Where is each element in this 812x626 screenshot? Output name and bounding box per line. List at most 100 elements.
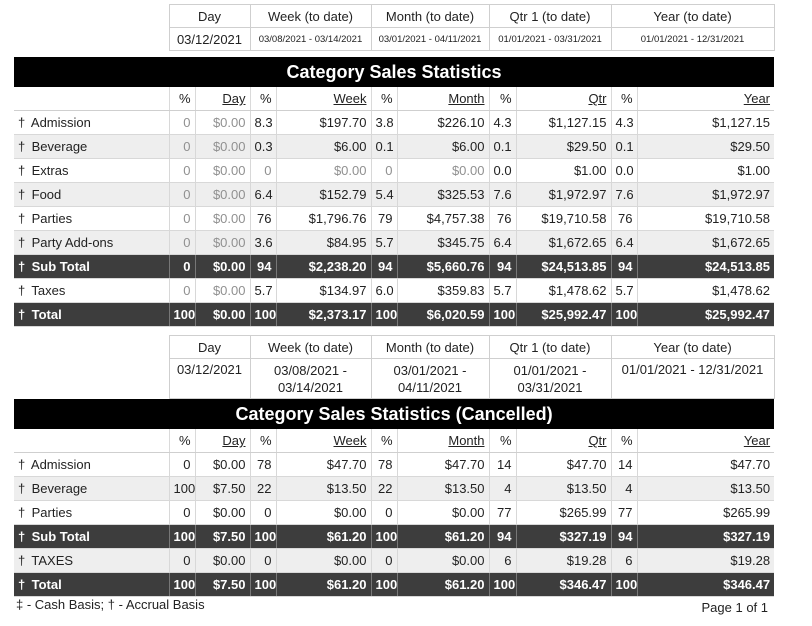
row-label: † Taxes bbox=[14, 278, 169, 303]
pct-cell: 94 bbox=[249, 254, 276, 279]
section1-rows: † Admission 0 $0.00 8.3 $197.70 3.8 $226.10 4.3… bbox=[14, 110, 775, 327]
col-month[interactable]: Month bbox=[396, 87, 489, 111]
pct-cell: 6.4 bbox=[249, 182, 276, 207]
period-quarter: Qtr 1 (to date) bbox=[488, 4, 612, 28]
accrual-basis-mark: † bbox=[18, 259, 26, 274]
col-year[interactable]: Year bbox=[636, 87, 775, 111]
pct-cell: 78 bbox=[249, 452, 276, 477]
row-label: † Parties bbox=[14, 206, 169, 231]
pct-cell: 0 bbox=[168, 206, 195, 231]
category-name: Beverage bbox=[31, 139, 88, 154]
category-name: Parties bbox=[31, 211, 73, 226]
amount-cell: $19.28 bbox=[515, 548, 611, 573]
table-row: † Parties 0 $0.00 76 $1,796.76 79 $4,757.38 76 $… bbox=[14, 206, 775, 231]
accrual-basis-mark: † bbox=[18, 307, 26, 322]
col-qtr-pct: % bbox=[488, 87, 516, 111]
pct-cell: 14 bbox=[610, 452, 637, 477]
amount-cell: $1,672.65 bbox=[515, 230, 611, 255]
amount-cell: $265.99 bbox=[515, 500, 611, 525]
amount-cell: $47.70 bbox=[515, 452, 611, 477]
pct-cell: 100 bbox=[370, 524, 397, 549]
amount-cell: $2,238.20 bbox=[275, 254, 371, 279]
pct-cell: 0 bbox=[249, 158, 276, 183]
col-year-pct: % bbox=[610, 87, 637, 111]
date-week: 03/08/2021 - 03/14/2021 bbox=[249, 27, 372, 51]
amount-cell: $7.50 bbox=[194, 476, 250, 501]
col-month-pct-2: % bbox=[370, 429, 397, 453]
amount-cell: $13.50 bbox=[396, 476, 489, 501]
col-qtr-2[interactable]: Qtr bbox=[515, 429, 611, 453]
pct-cell: 0 bbox=[168, 230, 195, 255]
amount-cell: $61.20 bbox=[275, 572, 371, 597]
amount-cell: $0.00 bbox=[194, 134, 250, 159]
section-title-2: Category Sales Statistics (Cancelled) bbox=[14, 399, 775, 429]
accrual-basis-mark: † bbox=[18, 505, 26, 520]
pct-cell: 5.7 bbox=[249, 278, 276, 303]
taxes-row: † Taxes 0 $0.00 5.7 $134.97 6.0 $359.83 5.7 $1,4… bbox=[14, 278, 775, 303]
category-name: Admission bbox=[30, 115, 91, 130]
amount-cell: $0.00 bbox=[194, 452, 250, 477]
pct-cell: 5.7 bbox=[488, 278, 516, 303]
row-label: † Sub Total bbox=[14, 254, 169, 279]
col-day-2[interactable]: Day bbox=[194, 429, 250, 453]
column-header-row-2: % Day % Week % Month % Qtr % Year bbox=[14, 429, 775, 453]
section-title: Category Sales Statistics bbox=[14, 57, 775, 87]
amount-cell: $0.00 bbox=[194, 254, 250, 279]
amount-cell: $226.10 bbox=[396, 110, 489, 135]
pct-cell: 100 bbox=[249, 572, 276, 597]
amount-cell: $1,972.97 bbox=[636, 182, 775, 207]
pct-cell: 14 bbox=[488, 452, 516, 477]
period-year: Year (to date) bbox=[610, 4, 775, 28]
amount-cell: $13.50 bbox=[515, 476, 611, 501]
col-week[interactable]: Week bbox=[275, 87, 371, 111]
col-day-pct: % bbox=[168, 87, 195, 111]
accrual-basis-mark: † bbox=[18, 187, 26, 202]
period-quarter-2: Qtr 1 (to date) bbox=[488, 335, 612, 359]
amount-cell: $24,513.85 bbox=[636, 254, 775, 279]
amount-cell: $47.70 bbox=[275, 452, 371, 477]
row-label: † Total bbox=[14, 302, 169, 327]
pct-cell: 100 bbox=[370, 572, 397, 597]
amount-cell: $0.00 bbox=[194, 158, 250, 183]
date-year: 01/01/2021 - 12/31/2021 bbox=[610, 27, 775, 51]
amount-cell: $0.00 bbox=[194, 230, 250, 255]
col-month-2[interactable]: Month bbox=[396, 429, 489, 453]
amount-cell: $346.47 bbox=[636, 572, 775, 597]
amount-cell: $0.00 bbox=[396, 548, 489, 573]
pct-cell: 5.7 bbox=[610, 278, 637, 303]
pct-cell: 7.6 bbox=[610, 182, 637, 207]
col-year-2[interactable]: Year bbox=[636, 429, 775, 453]
col-week-2[interactable]: Week bbox=[275, 429, 371, 453]
pct-cell: 100 bbox=[370, 302, 397, 327]
amount-cell: $24,513.85 bbox=[515, 254, 611, 279]
accrual-basis-mark: † bbox=[18, 457, 26, 472]
table-row: † Extras 0 $0.00 0 $0.00 0 $0.00 0.0 $1.00 0.0 $1.… bbox=[14, 158, 775, 183]
accrual-basis-mark: † bbox=[18, 211, 26, 226]
pct-cell: 22 bbox=[370, 476, 397, 501]
pct-cell: 76 bbox=[488, 206, 516, 231]
pct-cell: 4.3 bbox=[610, 110, 637, 135]
subtotal-row: † Sub Total 100 $7.50 100 $61.20 100 $61.20 94 $… bbox=[14, 524, 775, 549]
row-label: † Party Add-ons bbox=[14, 230, 169, 255]
category-name: Total bbox=[31, 577, 62, 592]
accrual-basis-mark: † bbox=[18, 553, 26, 568]
row-label: † Beverage bbox=[14, 134, 169, 159]
pct-cell: 4 bbox=[610, 476, 637, 501]
pct-cell: 4.3 bbox=[488, 110, 516, 135]
amount-cell: $1,672.65 bbox=[636, 230, 775, 255]
amount-cell: $0.00 bbox=[396, 158, 489, 183]
amount-cell: $0.00 bbox=[194, 500, 250, 525]
pct-cell: 0 bbox=[168, 548, 195, 573]
period-header-row: Day Week (to date) Month (to date) Qtr 1… bbox=[14, 4, 775, 28]
col-day[interactable]: Day bbox=[194, 87, 250, 111]
basis-legend: ‡ - Cash Basis; † - Accrual Basis bbox=[16, 597, 205, 612]
period-header-row-2: Day Week (to date) Month (to date) Qtr 1… bbox=[14, 335, 775, 359]
pct-cell: 76 bbox=[610, 206, 637, 231]
table-row: † Beverage 100 $7.50 22 $13.50 22 $13.50 4 $13.5… bbox=[14, 476, 775, 501]
col-month-pct: % bbox=[370, 87, 397, 111]
col-qtr[interactable]: Qtr bbox=[515, 87, 611, 111]
pct-cell: 0 bbox=[168, 500, 195, 525]
date-week-2: 03/08/2021 - 03/14/2021 bbox=[249, 358, 372, 399]
amount-cell: $25,992.47 bbox=[636, 302, 775, 327]
accrual-basis-mark: † bbox=[18, 577, 26, 592]
